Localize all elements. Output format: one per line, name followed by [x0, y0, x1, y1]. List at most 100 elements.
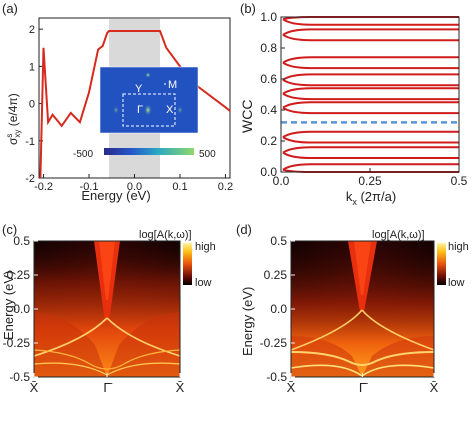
panel-d-left-bulk: [291, 336, 362, 377]
panel-c-surface-band-right: [106, 317, 180, 357]
panel-d-legend-high: high: [448, 241, 469, 253]
wcc-line-upper: [282, 101, 459, 109]
b-ytick-label: 0.2: [260, 134, 277, 148]
panel-b: (b) 0.0 0.25 0.5 0.0 0.2 0.4 0.6 0.8 1.0 WCC kx …: [239, 1, 468, 207]
panel-c-right-bulk: [107, 312, 180, 377]
wcc-line-lower: [282, 151, 459, 160]
panel-c-axes: 0.50.250.0-0.25-0.5X̄ Γ̄ X̄: [3, 234, 185, 395]
b-ytick-label: 1.0: [260, 10, 277, 24]
inset-hotspot-left: [113, 106, 119, 114]
inset-label-m: M: [168, 79, 177, 91]
b-xtick-label: 0.5: [451, 174, 468, 188]
svg-text:σsxy (e/4π): σsxy (e/4π): [5, 93, 22, 145]
xlabel-unit: (2π/a): [357, 189, 396, 204]
wcc-line-lower: [282, 61, 459, 70]
wcc-line-lower: [282, 136, 459, 144]
wcc-line-upper: [282, 163, 459, 171]
xlabel-k: k: [346, 189, 353, 204]
panel-c-ylabel: Energy (eV): [1, 271, 16, 340]
b-xtick-label: 0.0: [273, 174, 290, 188]
b-ytick-label: 0.6: [260, 72, 277, 86]
a-xtick-label: 0.1: [172, 181, 187, 193]
c-axes-xtick-label: X̄: [176, 380, 185, 395]
a-xtick-label: 0.2: [218, 181, 233, 193]
panel-c-spectral-map: [34, 241, 180, 377]
panel-a-label: (a): [2, 1, 18, 16]
c-axes-ytick-label: 0.0: [13, 302, 30, 316]
panel-d-legend-title: log[A(k,ω)]: [372, 229, 425, 241]
d-axes-ytick-label: 0.25: [264, 268, 288, 282]
wcc-line-upper: [282, 87, 459, 95]
a-xtick-label: 0.0: [127, 181, 142, 193]
c-axes-ytick-label: -0.25: [3, 336, 31, 350]
b-ytick-label: 0.8: [260, 41, 277, 55]
inset-cbar-max: 500: [199, 149, 216, 160]
panel-b-axes: 0.0 0.25 0.5 0.0 0.2 0.4 0.6 0.8 1.0: [260, 10, 467, 188]
panel-c-legend-low: low: [195, 277, 212, 289]
panel-d-bulk-band-1: [291, 351, 434, 366]
a-ytick-label: 2: [29, 24, 35, 36]
panel-d-label: (d): [236, 222, 252, 237]
ylabel-sigma: σ: [6, 137, 20, 145]
panel-c-colorbar: [183, 243, 192, 285]
panel-d-ylabel: Energy (eV): [240, 287, 255, 356]
panel-d-surface-band-left: [291, 309, 363, 351]
a-xtick-label: -0.2: [34, 181, 53, 193]
panel-d-legend-low: low: [448, 277, 465, 289]
a-ytick-label: 1: [29, 61, 35, 73]
d-axes-ytick-label: -0.25: [260, 336, 288, 350]
b-xtick-label: 0.25: [358, 174, 382, 188]
wcc-line-lower: [282, 33, 459, 42]
panel-d-axes: 0.50.250.0-0.25-0.5X̄ Γ̄ X̄: [260, 234, 439, 395]
d-axes-xtick-label: X̄: [430, 380, 439, 395]
wcc-line-upper: [282, 56, 459, 64]
inset-map: [99, 66, 199, 134]
b-ytick-label: 0.0: [260, 165, 277, 179]
wcc-line-lower: [282, 78, 459, 87]
panel-c-legend-title: log[A(k,ω)]: [139, 229, 192, 241]
panel-d-spectral-map: [291, 241, 434, 377]
ylabel-sup: s: [5, 134, 14, 138]
panel-a-axes: -0.2 -0.1 0.0 0.1 0.2 -2 -1 0 1 2: [25, 17, 233, 193]
wcc-line-upper: [282, 73, 459, 81]
c-axes-ytick-label: 0.25: [7, 268, 31, 282]
panel-d-cone-core: [354, 241, 371, 295]
panel-b-label: (b): [240, 1, 256, 16]
ylabel-sub: xy: [13, 130, 22, 138]
a-ytick-label: 0: [29, 99, 35, 111]
inset-hotspot-right: [177, 106, 183, 114]
inset-hotspot-top: [145, 72, 151, 78]
wcc-line-lower: [282, 18, 459, 26]
panel-c: (c) 0.50.250.0-0.25-0.5X̄ Γ̄ X̄ log[A(k,ω)…: [1, 222, 216, 395]
panel-c-left-bulk: [34, 312, 107, 377]
bz-inset: Y M Γ X -500 500: [73, 66, 216, 160]
ylabel-unit: (e/4π): [6, 93, 20, 129]
d-axes-xtick-label: Γ̄: [359, 380, 368, 395]
panel-d: (d) 0.50.250.0-0.25-0.5X̄ Γ̄ X̄ log[A(k,ω)…: [236, 222, 469, 395]
c-axes-ytick-label: -0.5: [9, 370, 30, 384]
wcc-lines: [282, 16, 459, 173]
c-axes-xtick-label: Γ̄: [103, 380, 112, 395]
panel-a-xlabel: Energy (eV): [81, 188, 150, 203]
wcc-line-lower: [282, 92, 459, 101]
a-ytick-label: -2: [25, 173, 35, 185]
panel-c-legend-high: high: [195, 241, 216, 253]
inset-hotspot-center: [144, 104, 152, 116]
wcc-line-lower: [282, 106, 459, 115]
c-axes-ytick-label: 0.5: [13, 234, 30, 248]
a-xtick-label: -0.1: [80, 181, 99, 193]
panel-d-surface-band-right: [361, 309, 434, 351]
panel-a-ylabel: σsxy (e/4π): [5, 93, 22, 145]
d-axes-ytick-label: 0.5: [270, 234, 287, 248]
panel-d-colorbar: [437, 243, 446, 285]
panel-b-ylabel: WCC: [239, 100, 255, 133]
inset-label-y: Y: [135, 83, 143, 95]
inset-brillouin-zone: [122, 93, 176, 127]
wcc-line-upper: [282, 130, 459, 138]
d-axes-ytick-label: -0.5: [266, 370, 287, 384]
inset-cbar-min: -500: [73, 149, 93, 160]
inset-label-gamma: Γ: [137, 104, 143, 116]
inset-colorbar: [104, 148, 194, 155]
d-axes-ytick-label: 0.0: [270, 302, 287, 316]
